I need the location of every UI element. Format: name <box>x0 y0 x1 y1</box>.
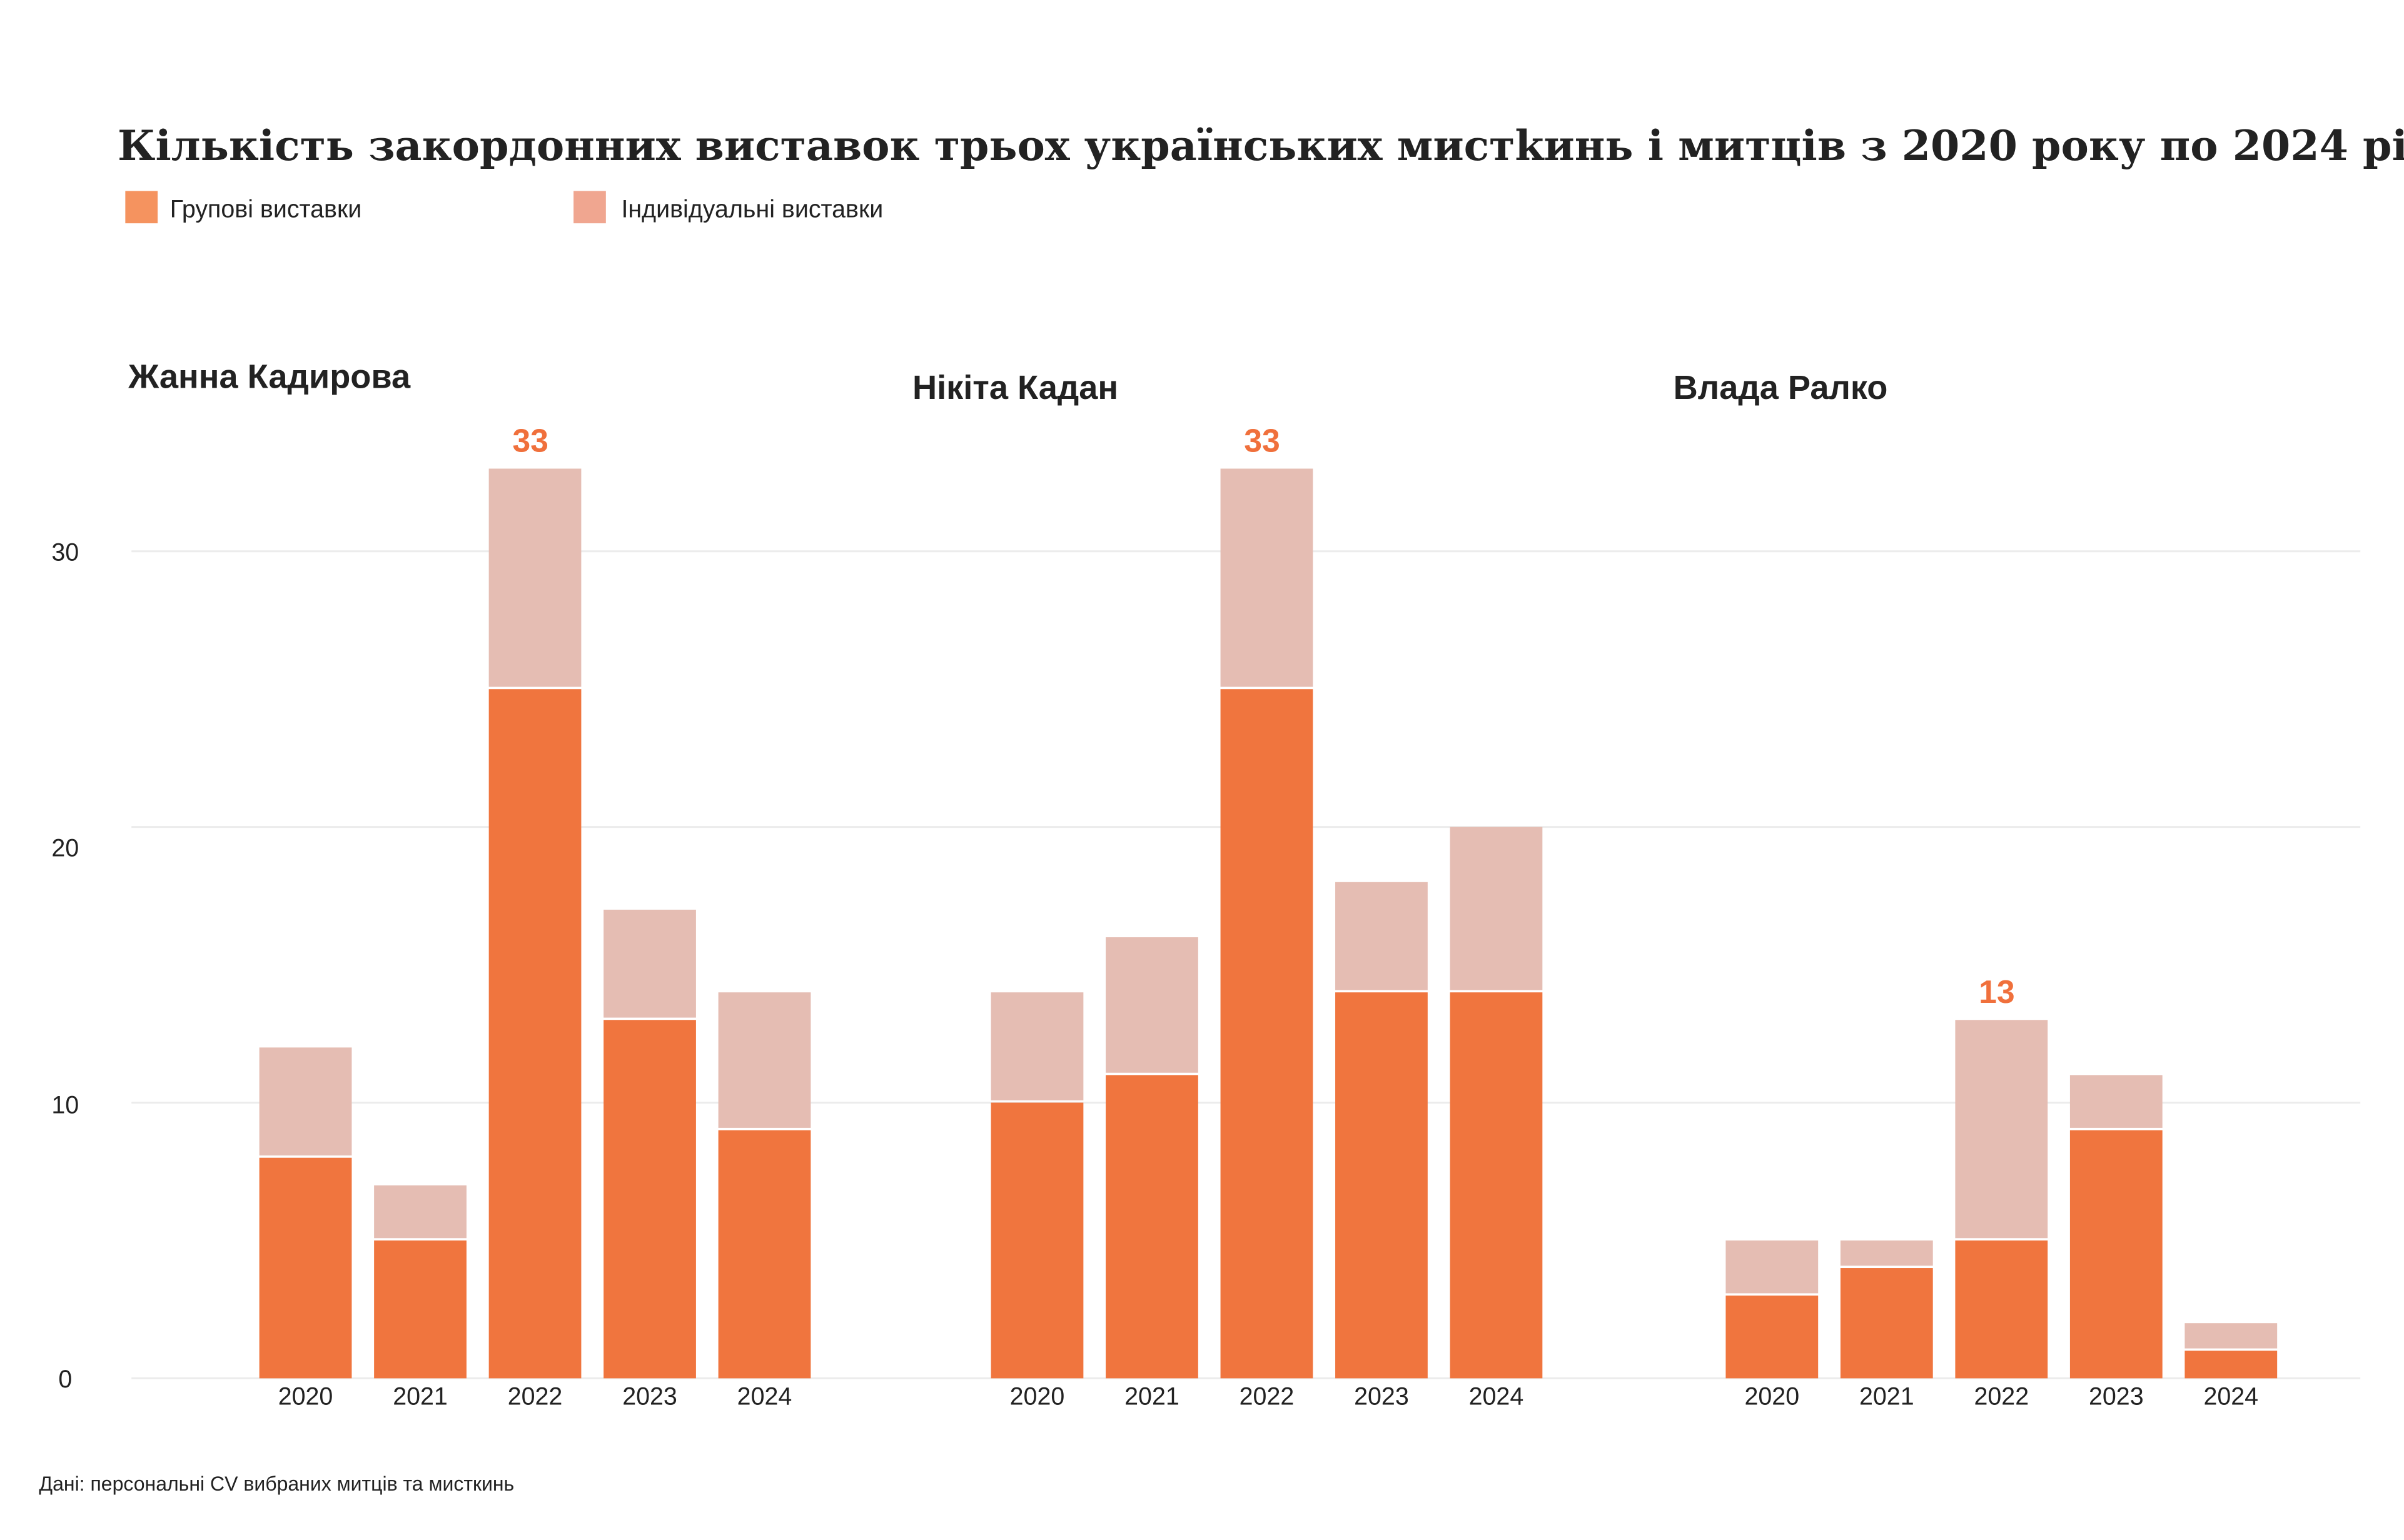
bar-group-exhibitions <box>991 1102 1084 1379</box>
y-tick-label: 0 <box>58 1366 72 1393</box>
panel-title-ralko: Влада Ралко <box>1674 369 1888 406</box>
x-tick-label: 2020 <box>278 1382 333 1410</box>
bar-group-exhibitions <box>1955 1240 2048 1379</box>
bar-group-exhibitions <box>2069 1130 2163 1379</box>
legend: Групові виставки Індивідуальні виставки <box>125 191 883 224</box>
bar-individual-exhibitions <box>259 1047 352 1155</box>
x-tick-label: 2022 <box>1240 1382 1295 1410</box>
bar-individual-exhibitions <box>374 1185 467 1239</box>
panel-title-kadyrova: Жанна Кадирова <box>128 358 411 396</box>
bar-individual-exhibitions <box>1955 1020 2048 1239</box>
x-tick-label: 2023 <box>622 1382 677 1410</box>
bar-individual-exhibitions <box>1106 937 1198 1073</box>
bar-individual-exhibitions <box>1335 882 1428 990</box>
x-tick-label: 2024 <box>737 1382 792 1410</box>
bar-group-exhibitions <box>488 689 582 1379</box>
bar-group-exhibitions <box>1450 992 1543 1379</box>
bar-individual-exhibitions <box>991 992 1084 1100</box>
bar-individual-exhibitions <box>1450 827 1543 990</box>
legend-label-individual: Індивідуальні виставки <box>621 195 883 223</box>
x-tick-label: 2023 <box>1354 1382 1409 1410</box>
y-axis: 0 10 20 30 <box>51 539 79 1394</box>
legend-swatch-individual <box>573 191 606 224</box>
x-tick-label: 2023 <box>2089 1382 2144 1410</box>
legend-label-group: Групові виставки <box>170 195 361 223</box>
total-label: 33 <box>512 422 548 458</box>
total-label: 33 <box>1244 422 1280 458</box>
bar-group-exhibitions <box>374 1240 467 1379</box>
bars: 2020 2021 2022 33 2023 2024 2020 2021 2022 33 2023… <box>259 422 2278 1410</box>
total-label: 13 <box>1979 974 2015 1010</box>
x-tick-label: 2022 <box>1974 1382 2029 1410</box>
y-tick-label: 30 <box>51 539 79 566</box>
chart-title: Кількість закордонних виставок трьох укр… <box>118 121 2404 170</box>
bar-group-exhibitions <box>1725 1296 1819 1379</box>
bar-group-exhibitions <box>1106 1075 1198 1379</box>
bar-individual-exhibitions <box>2184 1323 2278 1349</box>
bar-individual-exhibitions <box>1220 468 1313 687</box>
bar-individual-exhibitions <box>604 909 696 1018</box>
bar-group-exhibitions <box>1840 1268 1933 1379</box>
x-tick-label: 2022 <box>508 1382 563 1410</box>
y-tick-label: 20 <box>51 834 79 862</box>
x-tick-label: 2020 <box>1744 1382 1799 1410</box>
x-tick-label: 2021 <box>393 1382 448 1410</box>
x-tick-label: 2024 <box>1469 1382 1524 1410</box>
bar-group-exhibitions <box>1220 689 1313 1379</box>
bar-group-exhibitions <box>259 1157 352 1379</box>
bar-individual-exhibitions <box>1725 1240 1819 1294</box>
bar-individual-exhibitions <box>1840 1240 1933 1266</box>
bar-individual-exhibitions <box>2069 1075 2163 1128</box>
x-tick-label: 2024 <box>2203 1382 2258 1410</box>
x-tick-label: 2021 <box>1124 1382 1179 1410</box>
y-tick-label: 10 <box>51 1092 79 1119</box>
bar-group-exhibitions <box>604 1020 696 1379</box>
bar-group-exhibitions <box>2184 1351 2278 1379</box>
legend-swatch-group <box>125 191 158 224</box>
bar-group-exhibitions <box>718 1130 811 1379</box>
source-note: Дані: персональні CV вибраних митців та … <box>39 1472 514 1495</box>
bar-individual-exhibitions <box>488 468 582 687</box>
x-tick-label: 2021 <box>1859 1382 1914 1410</box>
bar-individual-exhibitions <box>718 992 811 1128</box>
x-tick-label: 2020 <box>1010 1382 1065 1410</box>
panel-title-kadan: Нікіта Кадан <box>912 369 1118 406</box>
bar-group-exhibitions <box>1335 992 1428 1379</box>
